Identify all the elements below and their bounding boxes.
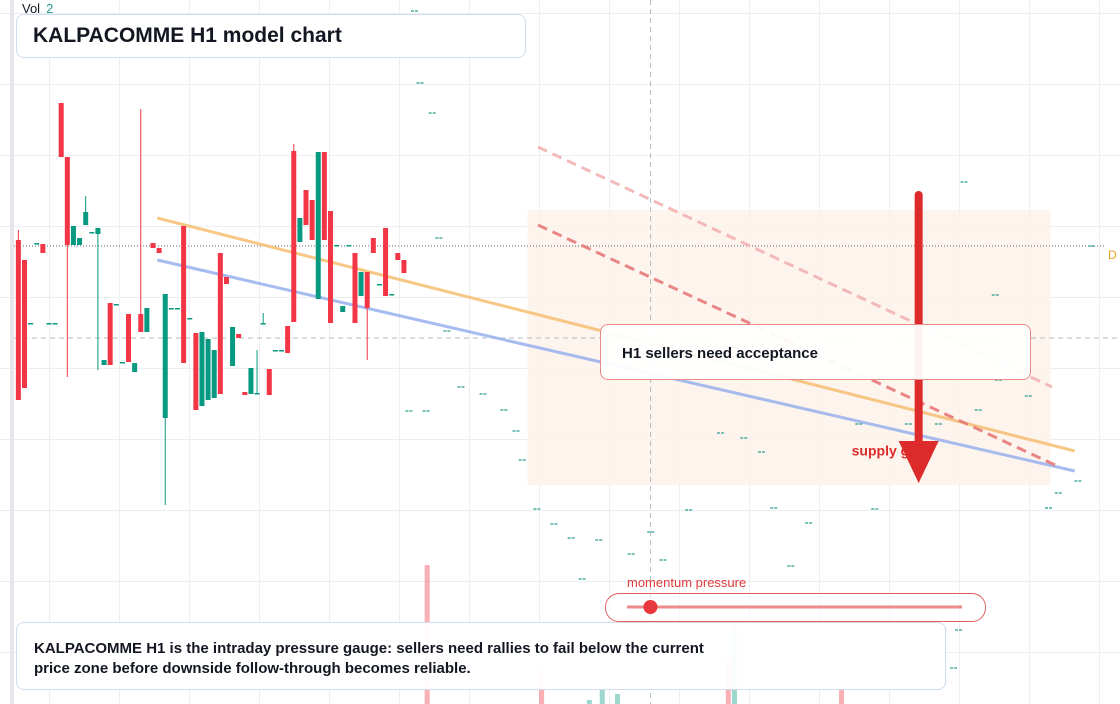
- candle-body: [321, 152, 327, 240]
- candle-body: [193, 333, 199, 410]
- candle-body: [40, 244, 46, 253]
- candle-body: [132, 363, 138, 372]
- candle-body: [181, 226, 187, 363]
- candle-body: [303, 190, 309, 225]
- candle-body: [156, 248, 162, 253]
- candle-body: [187, 318, 193, 320]
- candle-body: [309, 200, 315, 240]
- candle-body: [340, 306, 346, 312]
- candle-body: [266, 369, 272, 395]
- candle-body: [297, 218, 303, 242]
- title-box: KALPACOMME H1 model chart: [16, 14, 526, 58]
- candle-body: [395, 253, 401, 260]
- candle-body: [315, 152, 321, 299]
- candle-body: [52, 323, 58, 325]
- candle-body: [28, 323, 34, 325]
- price-line-label: D: [1105, 248, 1120, 263]
- candle-body: [46, 323, 52, 325]
- candle-body: [230, 327, 236, 366]
- slider-graphic: [627, 600, 962, 614]
- candle-body: [15, 240, 21, 400]
- candle-body: [364, 272, 370, 308]
- candle-body: [291, 151, 297, 322]
- volume-bar: [615, 694, 621, 704]
- arrow: [898, 191, 939, 483]
- slider[interactable]: [605, 593, 986, 622]
- candle-body: [168, 308, 174, 310]
- candle-body: [346, 245, 352, 247]
- candle-body: [327, 211, 333, 323]
- candle-body: [358, 272, 364, 296]
- candle-body: [272, 350, 278, 352]
- candle-body: [144, 308, 150, 332]
- candle-body: [260, 323, 266, 325]
- candle-body: [83, 212, 89, 225]
- candle-body: [34, 243, 40, 245]
- candle-body: [205, 339, 211, 400]
- candle-body: [101, 360, 107, 365]
- candle-body: [236, 334, 242, 338]
- candle-body: [254, 393, 260, 395]
- candle-body: [174, 308, 180, 310]
- candle-body: [389, 294, 395, 296]
- candle-body: [370, 238, 376, 253]
- candle-body: [383, 228, 389, 296]
- candle-body: [223, 277, 229, 284]
- candle-body: [150, 243, 156, 248]
- volume-label: Vol: [22, 1, 41, 16]
- candle-body: [77, 238, 83, 245]
- candle-body: [352, 253, 358, 323]
- candle-body: [89, 232, 95, 234]
- slider-knob: [643, 600, 658, 614]
- candle-body: [211, 350, 217, 398]
- candle-body: [58, 103, 64, 157]
- candle-body: [119, 362, 125, 364]
- candle-body: [138, 314, 144, 332]
- candle-body: [95, 228, 101, 234]
- candle-body: [199, 332, 205, 406]
- caption-box: KALPACOMME H1 is the intraday pressure g…: [16, 622, 946, 690]
- candle-body: [70, 226, 76, 245]
- volume-value: 2: [46, 1, 54, 16]
- candle-body: [248, 368, 254, 394]
- candle-body: [376, 284, 382, 286]
- candle-body: [162, 294, 168, 418]
- annotation-box: H1 sellers need acceptance: [600, 324, 1031, 380]
- candle-body: [401, 260, 407, 273]
- candle-body: [21, 260, 27, 388]
- volume-bar: [599, 690, 605, 704]
- chart-title: KALPACOMME H1 model chart: [33, 24, 342, 47]
- candle-body: [242, 392, 248, 395]
- volume-bar: [839, 690, 845, 704]
- candle-body: [64, 157, 70, 245]
- candle-body: [113, 304, 119, 306]
- candle-body: [334, 245, 340, 247]
- volume-legend: Vol 2: [22, 1, 53, 16]
- candle-body: [285, 326, 291, 353]
- candle-body: [126, 314, 132, 362]
- left-edge: [10, 0, 14, 704]
- volume-bar: [586, 700, 592, 704]
- slider-label: momentum pressure: [627, 575, 747, 590]
- candle-body: [107, 303, 113, 365]
- caption: KALPACOMME H1 is the intraday pressure g…: [34, 640, 704, 677]
- arrow-head: [898, 441, 939, 483]
- annotation: H1 sellers need acceptance: [622, 345, 818, 362]
- candle-body: [217, 253, 223, 394]
- candle-body: [279, 350, 285, 352]
